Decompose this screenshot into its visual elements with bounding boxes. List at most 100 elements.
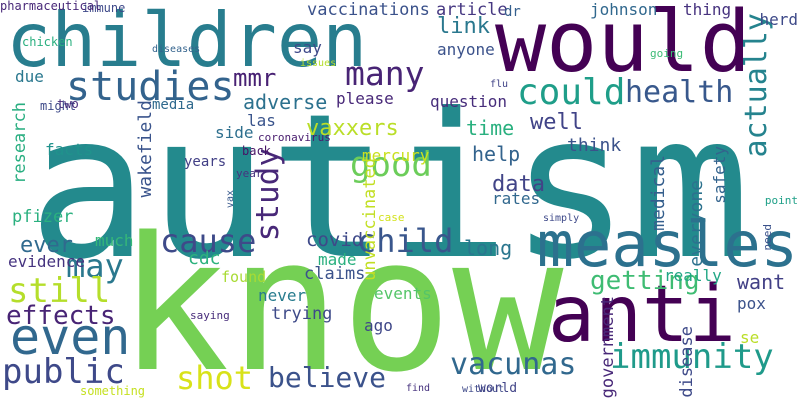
cloud-word: back <box>242 144 271 158</box>
cloud-word: media <box>152 97 195 113</box>
cloud-word: actually <box>739 13 774 158</box>
cloud-word: year <box>236 167 263 180</box>
cloud-word: point <box>764 194 798 207</box>
cloud-word: child <box>357 222 454 260</box>
cloud-word: medical <box>648 155 669 231</box>
cloud-word: years <box>184 154 227 170</box>
cloud-word: safety <box>710 146 729 204</box>
cloud-word: rates <box>492 189 541 208</box>
cloud-word: diseases <box>152 44 201 55</box>
cloud-word: facts <box>45 140 94 159</box>
cloud-word: issues <box>300 58 337 69</box>
cloud-word: never <box>258 286 307 305</box>
cloud-word: dr <box>504 4 521 20</box>
cloud-word: public <box>2 352 125 392</box>
cloud-word: autism <box>28 71 751 304</box>
cloud-word: flu <box>490 79 509 90</box>
cloud-word: article <box>436 0 508 20</box>
cloud-word: vax <box>225 190 236 209</box>
cloud-word: children <box>6 0 368 84</box>
cloud-word: simply <box>543 213 580 224</box>
cloud-word: question <box>430 92 508 111</box>
cloud-word: research <box>10 102 30 184</box>
cloud-word: ago <box>364 316 393 335</box>
cloud-word: due <box>15 67 44 86</box>
cloud-word: want <box>737 270 786 294</box>
cloud-word: claims <box>304 264 366 284</box>
cloud-word: vaxxers <box>306 116 399 141</box>
cloud-word: immune <box>82 1 126 15</box>
cloud-word: immunity <box>610 337 774 377</box>
cloud-word: good <box>350 145 432 185</box>
cloud-word: pox <box>737 294 766 313</box>
cloud-word: data <box>492 172 545 197</box>
cloud-word: mercury <box>362 146 430 165</box>
cloud-word: still <box>8 271 111 311</box>
cloud-word: measles <box>536 208 798 281</box>
cloud-word: events <box>374 284 432 303</box>
cloud-word: pfizer <box>12 207 74 227</box>
cloud-word: cause <box>160 222 257 260</box>
cloud-word: ever <box>20 233 73 258</box>
cloud-word: even <box>10 308 131 366</box>
cloud-word: thing <box>683 0 732 19</box>
cloud-word: evidence <box>8 252 86 271</box>
cloud-word: might <box>40 99 77 113</box>
cloud-word: made <box>318 250 357 269</box>
cloud-word: herd <box>759 10 798 29</box>
cloud-word: anti <box>548 270 736 360</box>
cloud-word: chicken <box>22 35 73 49</box>
cloud-word: without <box>462 384 505 395</box>
cloud-word: johnson <box>590 0 658 19</box>
cloud-word: coronavirus <box>258 131 331 144</box>
cloud-word: covid <box>306 229 364 251</box>
cloud-word: vacunas <box>450 347 577 382</box>
cloud-word: say <box>293 38 322 57</box>
cloud-word: going <box>650 47 684 60</box>
cloud-word: pharmaceutical <box>0 0 102 13</box>
cloud-word: unvaccinated <box>360 158 380 281</box>
cloud-word: know <box>118 197 564 400</box>
cloud-word: something <box>80 384 146 398</box>
cloud-word: shot <box>176 359 254 397</box>
cloud-word: trying <box>271 304 333 324</box>
cloud-word: cdc <box>188 248 221 269</box>
cloud-word: wakefield <box>135 100 156 198</box>
cloud-word: please <box>336 89 394 108</box>
cloud-word: found <box>221 268 267 286</box>
cloud-word: disease <box>677 326 697 398</box>
cloud-word: government <box>598 295 618 398</box>
cloud-word: vaccinations <box>307 0 430 20</box>
cloud-word: se <box>740 328 760 347</box>
cloud-word: studies <box>66 64 235 110</box>
cloud-word: everyone <box>686 180 707 267</box>
cloud-word: would <box>495 0 751 92</box>
cloud-word: world <box>478 381 518 396</box>
cloud-word: think <box>567 135 622 156</box>
cloud-word: many <box>345 54 425 93</box>
cloud-word: believe <box>268 361 387 394</box>
cloud-word: find <box>406 383 431 394</box>
cloud-word: effects <box>6 301 116 331</box>
cloud-word: help <box>472 142 521 166</box>
cloud-word: study <box>250 148 286 242</box>
cloud-word: adverse <box>243 90 328 114</box>
cloud-word: two <box>57 97 79 111</box>
cloud-word: could <box>517 72 626 113</box>
cloud-word: side <box>215 123 254 142</box>
cloud-word: time <box>466 116 515 140</box>
cloud-word: mmr <box>233 64 277 92</box>
cloud-word: link <box>437 14 490 39</box>
cloud-word: case <box>378 211 405 224</box>
cloud-word: saying <box>190 309 230 322</box>
cloud-word: getting <box>590 266 700 296</box>
cloud-word: anyone <box>437 40 495 59</box>
cloud-word: health <box>625 75 734 110</box>
cloud-word: well <box>530 110 583 135</box>
cloud-word: las <box>247 111 276 130</box>
cloud-word: need <box>761 224 774 251</box>
cloud-word: long <box>464 236 513 260</box>
cloud-word: may <box>66 247 124 285</box>
cloud-word: really <box>664 266 722 285</box>
